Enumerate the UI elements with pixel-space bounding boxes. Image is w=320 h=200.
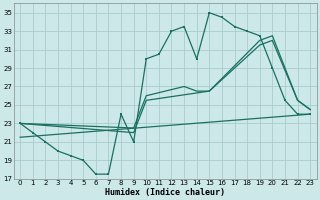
X-axis label: Humidex (Indice chaleur): Humidex (Indice chaleur) [105, 188, 225, 197]
